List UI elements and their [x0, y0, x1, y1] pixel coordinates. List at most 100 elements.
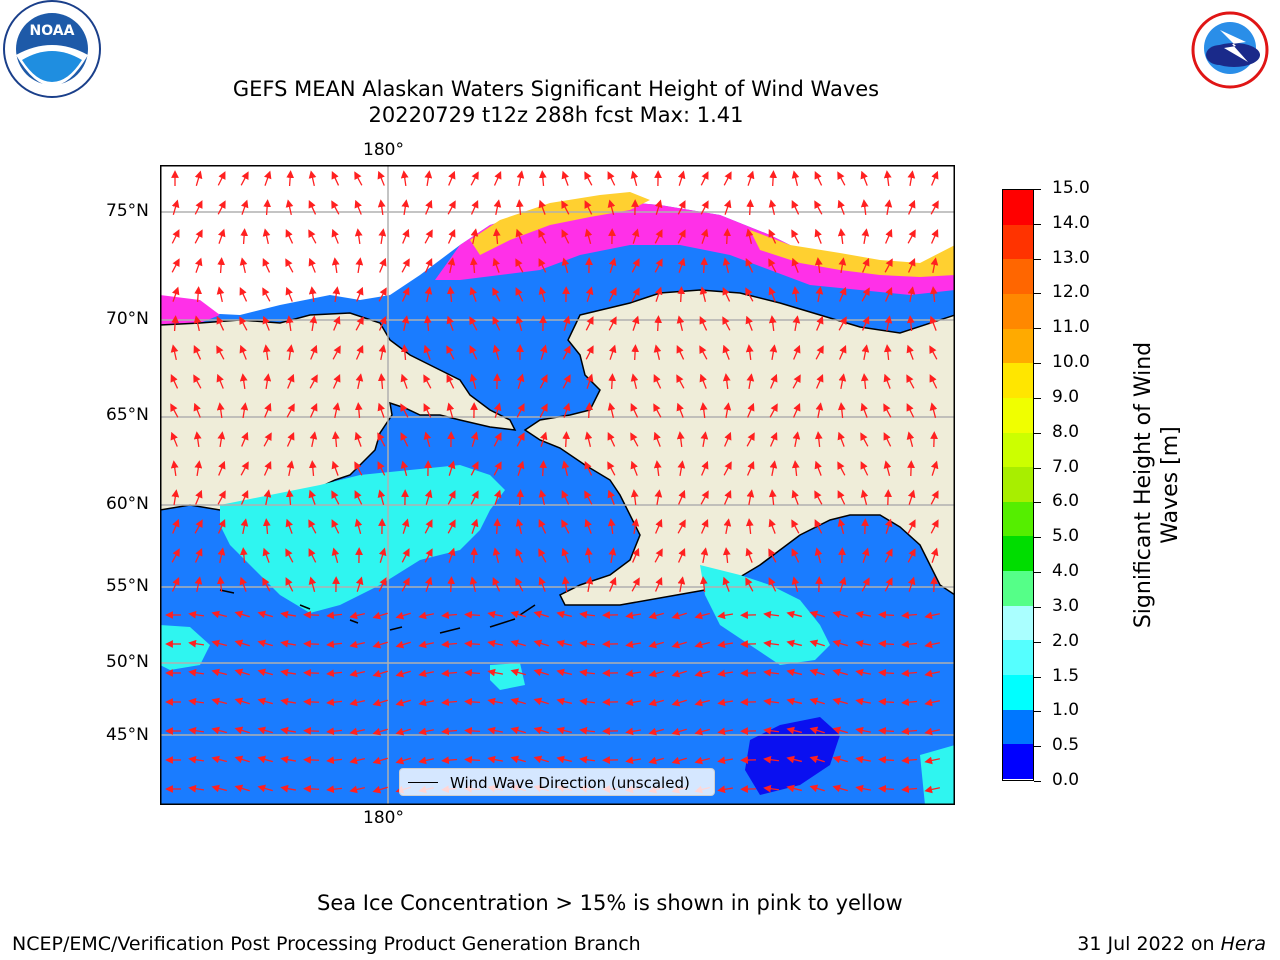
wind-wave-arrow — [654, 489, 663, 506]
wind-wave-arrow — [372, 640, 388, 649]
wind-wave-arrow — [584, 431, 593, 447]
colorbar-segment — [1003, 571, 1033, 607]
wind-wave-arrow — [930, 519, 939, 534]
wind-wave-arrow — [239, 287, 248, 302]
colorbar-segment — [1003, 293, 1033, 330]
wind-wave-arrow — [308, 460, 317, 477]
colorbar-tick-label: 0.0 — [1052, 770, 1080, 790]
wind-wave-arrow — [395, 611, 411, 620]
wind-wave-arrow — [929, 345, 938, 360]
wind-wave-arrow — [355, 257, 364, 274]
wind-wave-arrow — [883, 460, 892, 476]
wind-wave-arrow — [257, 610, 273, 619]
sea-ice-note: Sea Ice Concentration > 15% is shown in … — [317, 891, 903, 915]
wind-wave-arrow — [786, 784, 802, 793]
latitude-label-60: 60°N — [106, 494, 149, 514]
colorbar-segment — [1003, 501, 1033, 537]
wind-wave-arrow — [907, 286, 916, 303]
wind-wave-arrow — [723, 489, 732, 505]
wind-wave-arrow — [906, 431, 915, 447]
wind-wave-arrow — [832, 726, 848, 735]
wind-wave-arrow — [809, 668, 825, 677]
wind-wave-arrow — [814, 200, 823, 215]
wind-wave-arrow — [211, 784, 227, 793]
wind-wave-arrow — [377, 373, 386, 390]
wind-wave-arrow — [326, 756, 343, 765]
wind-wave-arrow — [349, 669, 365, 678]
wind-wave-arrow — [722, 576, 730, 592]
wind-wave-arrow — [930, 547, 939, 563]
sea-ice-yellow — [470, 192, 650, 255]
wind-wave-arrow — [171, 576, 180, 592]
wind-wave-arrow — [469, 257, 478, 274]
wind-wave-arrow — [907, 229, 916, 244]
wind-wave-arrow — [239, 257, 248, 273]
wind-wave-arrow — [556, 639, 572, 648]
wind-wave-arrow — [763, 726, 780, 735]
wind-wave-arrow — [538, 576, 546, 592]
wind-wave-arrow — [700, 547, 709, 564]
wind-wave-arrow — [331, 460, 339, 476]
longitude-label-top: 180° — [363, 140, 404, 160]
wind-wave-arrow — [837, 461, 846, 476]
wind-wave-arrow — [625, 640, 642, 649]
colorbar-tick-label: 12.0 — [1052, 282, 1090, 303]
wind-wave-arrow — [516, 403, 525, 418]
wind-wave-arrow — [493, 402, 502, 418]
noaa-logo-text: NOAA — [30, 23, 75, 39]
wind-wave-arrow — [724, 431, 732, 447]
wind-wave-arrow — [677, 460, 686, 477]
wind-wave-arrow — [234, 610, 250, 619]
wind-wave-arrow — [172, 518, 180, 534]
wind-wave-arrow — [493, 461, 502, 476]
wind-wave-arrow — [171, 258, 180, 273]
wind-wave-arrow — [901, 785, 918, 794]
wind-wave-arrow — [763, 668, 780, 677]
wind-wave-arrow — [584, 518, 592, 534]
colorbar-tick-mark — [1034, 711, 1041, 713]
wind-wave-arrow — [700, 200, 709, 215]
wind-wave-arrow — [815, 402, 824, 419]
wind-wave-arrow — [354, 490, 363, 505]
wind-wave-arrow — [630, 432, 639, 447]
wind-wave-arrow — [372, 756, 388, 765]
wind-wave-arrow — [401, 577, 410, 592]
wind-wave-arrow — [193, 315, 202, 331]
wind-wave-arrow — [861, 577, 870, 592]
machine-name: Hera — [1220, 933, 1266, 955]
wind-wave-arrow — [791, 257, 799, 273]
wind-wave-arrow — [722, 344, 730, 360]
wind-wave-arrow — [630, 170, 639, 186]
wind-wave-arrow — [354, 518, 363, 534]
wind-wave-arrow — [648, 640, 664, 649]
wind-wave-arrow — [240, 489, 249, 505]
wind-wave-arrow — [533, 610, 549, 619]
wind-wave-arrow — [556, 610, 572, 619]
wind-wave-arrow — [218, 228, 226, 244]
wind-wave-arrow — [630, 373, 639, 389]
wind-wave-arrow — [355, 316, 364, 331]
wind-wave-arrow — [286, 460, 295, 477]
wind-wave-arrow — [815, 345, 824, 360]
wind-wave-arrow — [285, 286, 293, 302]
wind-wave-arrow — [378, 547, 387, 563]
wind-wave-arrow — [607, 518, 616, 535]
wind-wave-arrow — [723, 461, 732, 476]
wind-wave-arrow — [280, 668, 297, 677]
wind-wave-arrow — [906, 344, 914, 360]
colorbar — [1002, 189, 1034, 781]
colorbar-segment — [1003, 363, 1033, 399]
wind-wave-arrow — [193, 402, 201, 418]
wind-wave-arrow — [699, 286, 708, 302]
wind-wave-arrow — [423, 374, 432, 389]
wind-wave-arrow — [170, 431, 178, 447]
wind-wave-arrow — [355, 344, 364, 360]
wind-wave-arrow — [377, 432, 386, 447]
colorbar-segment — [1003, 744, 1033, 780]
wind-wave-arrow — [906, 315, 915, 332]
wind-wave-arrow — [470, 228, 479, 245]
wind-wave-arrow — [579, 697, 596, 706]
wind-wave-arrow — [654, 229, 663, 244]
colorbar-tick-mark — [1034, 363, 1041, 365]
wind-wave-arrow — [308, 286, 317, 303]
